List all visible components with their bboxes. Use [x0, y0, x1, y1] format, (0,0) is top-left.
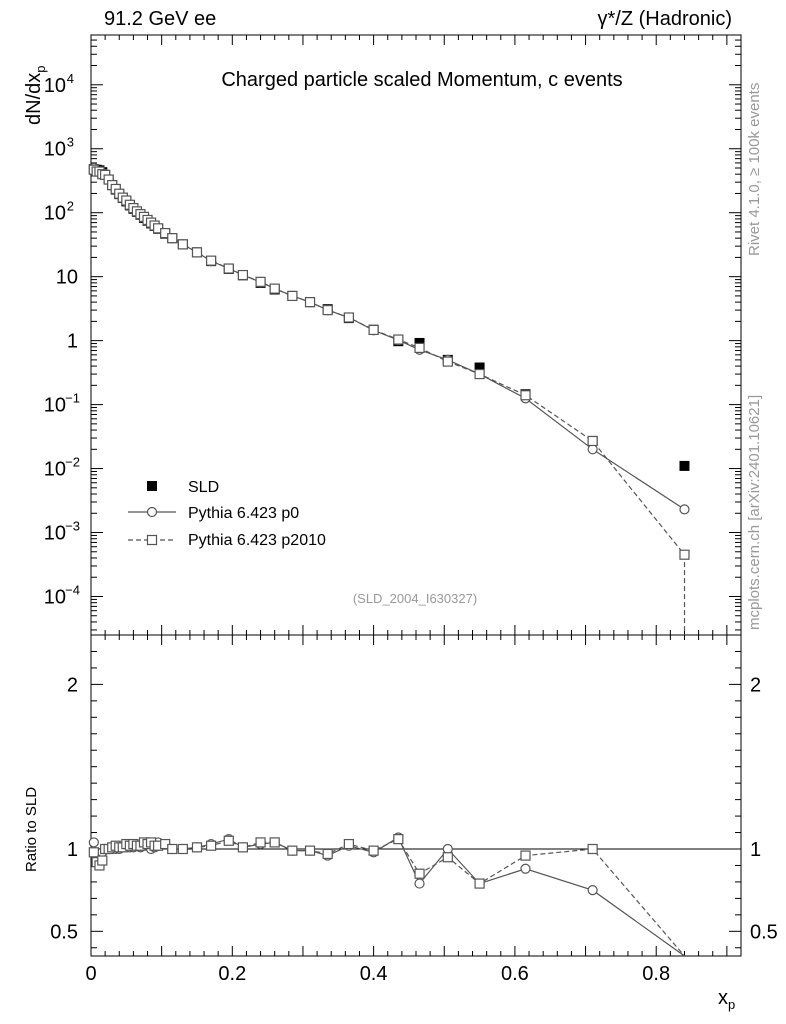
p2010-point [287, 290, 298, 302]
p2010-point [343, 312, 354, 323]
p0-point [587, 444, 598, 455]
p2010-point [237, 269, 249, 281]
y-tick-label: 10 [44, 203, 66, 225]
x-axis-label: xp [718, 987, 735, 1012]
p2010-ratio-point [177, 843, 188, 855]
y-tick-exponent: −1 [65, 391, 80, 406]
p2010-point [255, 276, 266, 287]
p2010-ratio-point [97, 855, 108, 866]
ratio-line-p0 [93, 836, 685, 957]
p2010-ratio-point [88, 847, 99, 858]
p2010-ratio-point [206, 840, 217, 851]
p0-ratio-point [520, 863, 531, 874]
p2010-ratio-point [368, 845, 379, 856]
p2010-point [474, 368, 485, 380]
p2010-ratio-point [322, 848, 333, 860]
p2010-ratio-point [393, 834, 404, 845]
ratio-tick-label-right: 2 [750, 674, 761, 696]
ratio-tick-label-right: 1 [750, 839, 761, 861]
y-tick-label: 10 [44, 395, 66, 417]
y-tick-label: 10 [44, 459, 66, 481]
y-tick-label: 1 [67, 331, 78, 353]
x-axis-label-sub: p [728, 997, 735, 1012]
y-axis-label: dN/dxp [23, 66, 48, 125]
header-left: 91.2 GeV ee [104, 8, 217, 30]
p2010-point [520, 390, 531, 401]
p2010-ratio-point [255, 837, 266, 848]
p2010-point [177, 239, 188, 250]
ratio-tick-label: 1 [67, 839, 78, 861]
y-tick-exponent: 2 [67, 199, 74, 214]
p2010-point [322, 305, 333, 316]
ratio-tick-label: 0.5 [50, 921, 78, 943]
p2010-point [679, 549, 690, 560]
p0-ratio-point [88, 837, 99, 848]
p0-ratio-point [414, 878, 425, 889]
y-tick-label: 10 [44, 139, 66, 161]
legend-label-p0: Pythia 6.423 p0 [188, 505, 299, 522]
analysis-tag: (SLD_2004_I630327) [353, 591, 477, 606]
p2010-ratio-point [167, 843, 178, 855]
x-tick-label: 0.6 [501, 963, 529, 985]
y-tick-exponent: 3 [67, 135, 74, 150]
p2010-point [269, 283, 280, 294]
p2010-ratio-point [237, 842, 249, 853]
y-tick-label: 10 [44, 586, 66, 608]
p2010-point [304, 297, 316, 308]
p2010-point [191, 247, 203, 258]
p2010-point [223, 263, 234, 274]
p0-ratio-point [587, 885, 598, 896]
sld-data-point [474, 362, 485, 373]
p2010-ratio-point [587, 843, 598, 855]
y-axis-label-main: dN/dx [23, 73, 45, 125]
p2010-ratio-point [343, 838, 354, 850]
ratio-line-p2010 [93, 838, 685, 957]
legend-marker-p0 [146, 506, 158, 518]
p2010-ratio-point [223, 835, 234, 846]
ratio-tick-label-right: 0.5 [750, 921, 778, 943]
y-tick-label: 10 [56, 267, 78, 289]
x-tick-label: 0 [85, 963, 96, 985]
legend-marker-sld [147, 481, 157, 491]
x-tick-label: 0.4 [360, 963, 388, 985]
header-right: γ*/Z (Hadronic) [597, 8, 732, 30]
y-tick-exponent: −4 [65, 582, 80, 597]
y-tick-label: 10 [44, 75, 66, 97]
p2010-ratio-point [269, 837, 280, 848]
legend-marker-p2010 [146, 534, 158, 546]
p2010-point [587, 435, 598, 447]
p2010-point [206, 255, 217, 266]
p2010-ratio-point [442, 852, 453, 863]
p0-point [679, 504, 690, 515]
p2010-point [393, 334, 404, 345]
y-tick-label: 10 [44, 523, 66, 545]
p2010-ratio-point [304, 845, 316, 856]
p2010-point [368, 324, 379, 336]
y-tick-exponent: −2 [65, 455, 80, 470]
p2010-ratio-point [520, 850, 531, 861]
p2010-point [442, 356, 453, 367]
p2010-point [167, 233, 178, 244]
y-tick-exponent: 4 [67, 71, 74, 86]
x-tick-label: 0.8 [642, 963, 670, 985]
legend: SLD Pythia 6.423 p0 Pythia 6.423 p2010 [128, 479, 326, 549]
p2010-ratio-point [414, 868, 425, 879]
p2010-ratio-point [287, 845, 298, 856]
sld-data-point [679, 460, 690, 471]
p2010-point [414, 342, 425, 353]
chart-title: Charged particle scaled Momentum, c even… [221, 69, 622, 91]
x-axis-label-main: x [718, 987, 728, 1009]
legend-label-sld: SLD [188, 479, 219, 496]
x-tick-label: 0.2 [218, 963, 246, 985]
ratio-tick-label: 2 [67, 674, 78, 696]
y-tick-exponent: −3 [65, 519, 80, 534]
series-line-p0 [93, 167, 685, 510]
legend-label-p2010: Pythia 6.423 p2010 [188, 532, 326, 549]
p2010-ratio-point [191, 842, 203, 853]
ratio-axis-label: Ratio to SLD [23, 787, 40, 872]
y-axis-label-sub: p [33, 66, 48, 73]
p2010-ratio-point [474, 878, 485, 889]
